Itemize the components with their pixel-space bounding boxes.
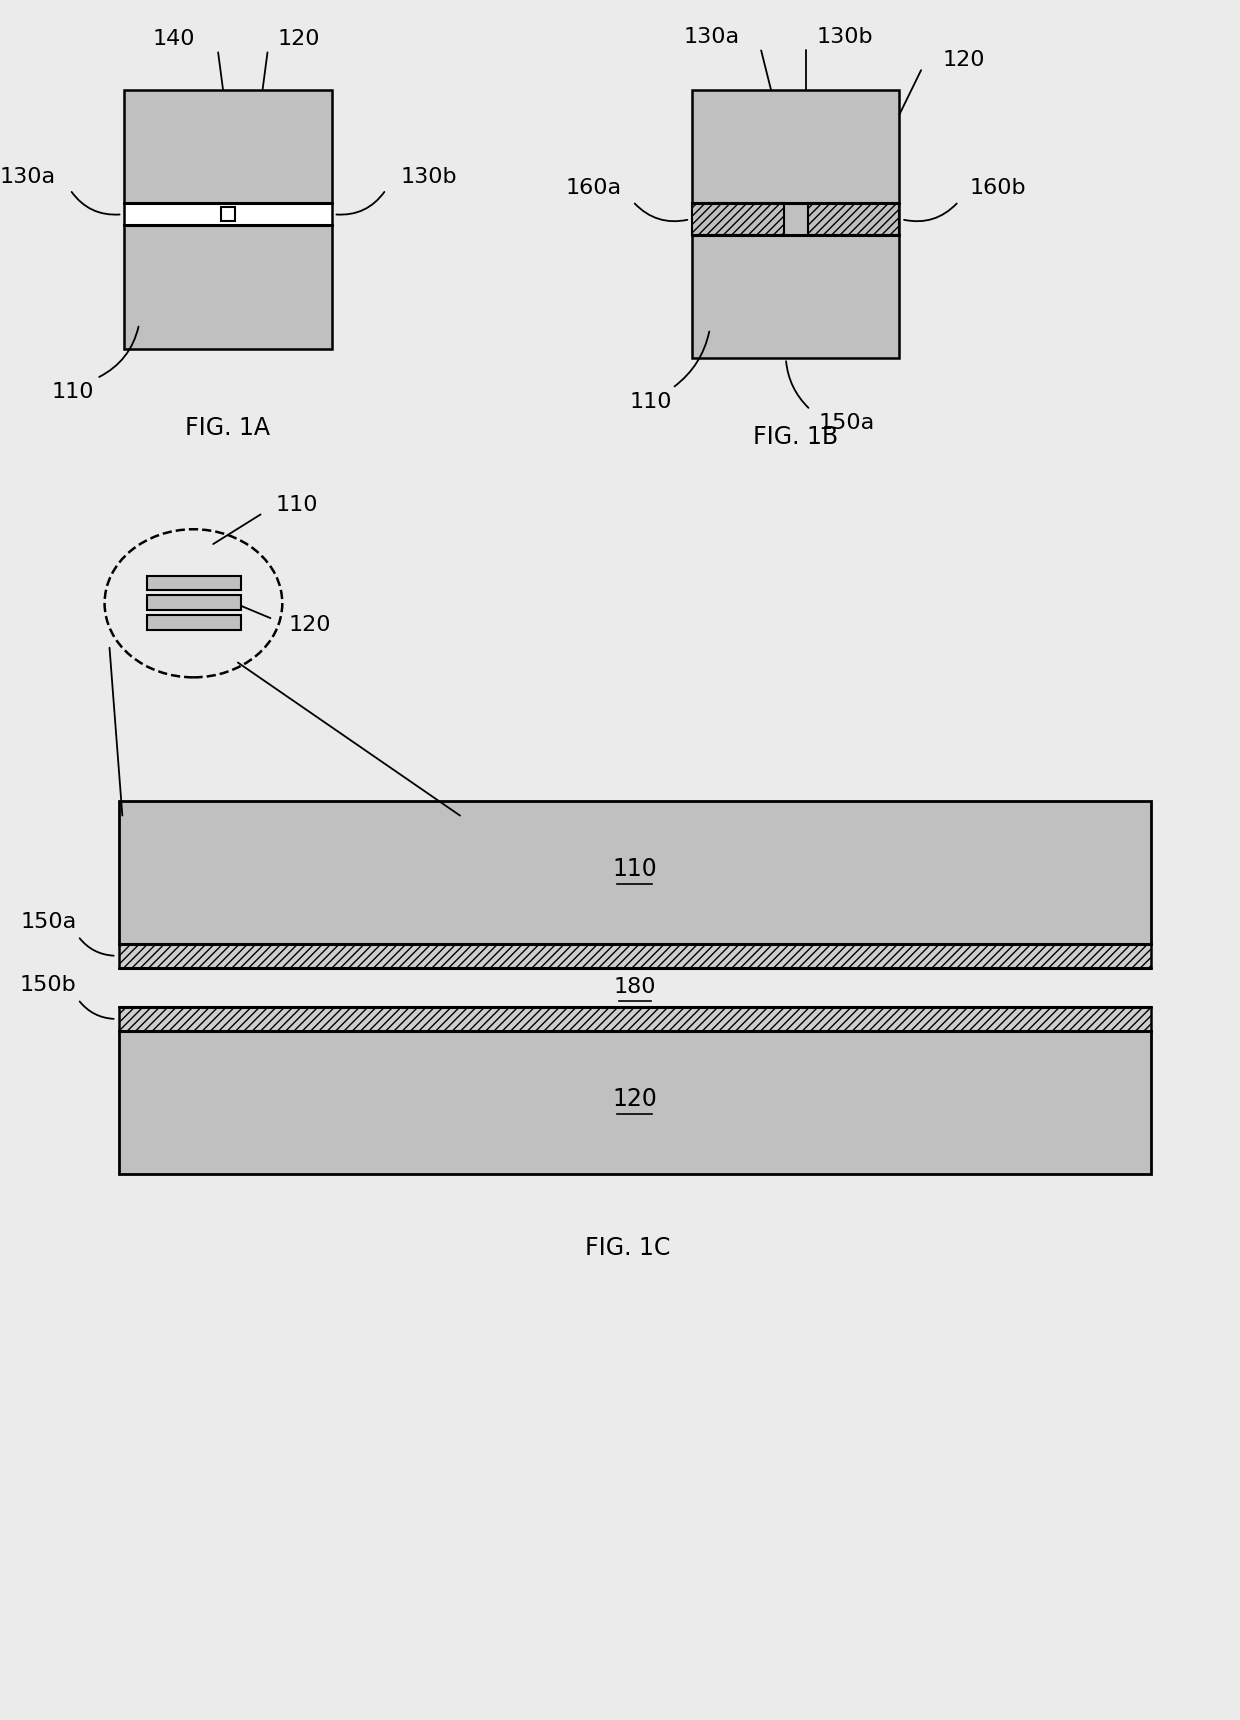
Text: FIG. 1A: FIG. 1A <box>186 416 270 440</box>
Bar <box>148 595 241 611</box>
Text: FIG. 1C: FIG. 1C <box>585 1237 671 1261</box>
Bar <box>692 89 899 203</box>
Bar <box>148 616 241 630</box>
Text: 110: 110 <box>275 495 319 514</box>
Text: 110: 110 <box>613 857 657 881</box>
Text: 120: 120 <box>278 29 320 48</box>
Bar <box>221 208 234 222</box>
Text: 140: 140 <box>153 29 195 48</box>
Text: 160b: 160b <box>970 177 1027 198</box>
Text: 180: 180 <box>614 977 656 998</box>
Text: 150a: 150a <box>20 912 77 932</box>
Text: 110: 110 <box>630 392 672 411</box>
Bar <box>692 203 784 236</box>
Text: 160a: 160a <box>565 177 621 198</box>
Text: 150a: 150a <box>818 413 875 433</box>
Bar <box>119 802 1151 944</box>
Text: 130b: 130b <box>401 167 456 187</box>
Text: 130a: 130a <box>683 26 740 46</box>
Bar <box>807 203 899 236</box>
Bar <box>692 236 899 358</box>
Text: 120: 120 <box>289 616 331 635</box>
Text: 120: 120 <box>942 50 985 71</box>
Bar <box>124 225 331 349</box>
Text: 130b: 130b <box>817 26 873 46</box>
Bar <box>124 203 331 225</box>
Text: 120: 120 <box>613 1087 657 1111</box>
Text: 130a: 130a <box>0 167 56 187</box>
Text: FIG. 1B: FIG. 1B <box>753 425 838 449</box>
Text: 150b: 150b <box>20 975 77 996</box>
Bar <box>119 944 1151 968</box>
Bar <box>148 576 241 590</box>
Bar <box>124 89 331 203</box>
Bar <box>119 1008 1151 1030</box>
Bar <box>119 1030 1151 1175</box>
Text: 110: 110 <box>52 382 94 402</box>
Bar <box>692 203 899 236</box>
